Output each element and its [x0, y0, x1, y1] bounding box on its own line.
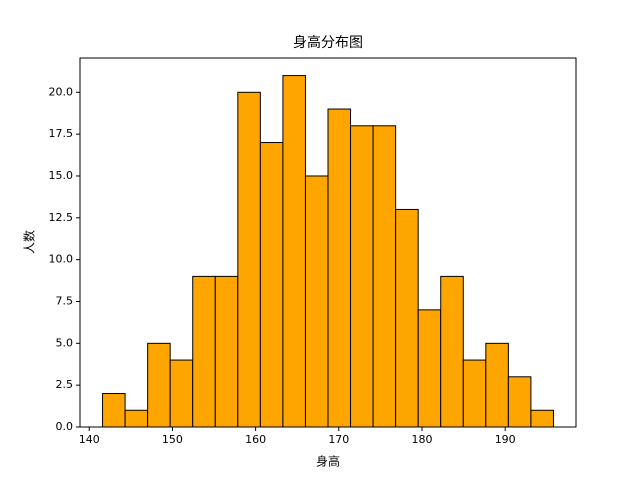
bar: [417, 309, 442, 428]
bar: [192, 275, 216, 428]
bar: [440, 275, 464, 428]
x-axis-label: 身高: [316, 454, 340, 469]
plot-frame: [79, 57, 577, 428]
x-tick-label: 150: [162, 433, 183, 446]
bar: [259, 142, 284, 428]
y-tick-label: 17.5: [49, 127, 74, 140]
bar: [507, 376, 532, 428]
bar: [462, 359, 487, 428]
bar: [102, 393, 126, 428]
bar: [124, 409, 149, 428]
x-tick-label: 170: [328, 433, 349, 446]
y-tick-label: 20.0: [49, 85, 74, 98]
bar: [237, 91, 261, 428]
bar: [485, 342, 509, 428]
bar: [169, 359, 194, 428]
bar: [530, 409, 554, 428]
y-tick-label: 12.5: [49, 211, 74, 224]
bar: [327, 108, 352, 428]
y-axis-label: 人数: [22, 230, 37, 254]
y-tick-label: 5.0: [56, 336, 74, 349]
bar: [304, 175, 329, 428]
x-tick-label: 140: [79, 433, 100, 446]
x-tick-label: 180: [412, 433, 433, 446]
bar: [282, 75, 306, 428]
y-tick-label: 2.5: [56, 378, 74, 391]
y-tick-label: 0.0: [56, 420, 74, 433]
x-tick-label: 190: [495, 433, 516, 446]
bar: [350, 125, 374, 428]
bar: [214, 275, 239, 428]
bar: [372, 125, 397, 428]
chart-title: 身高分布图: [293, 34, 363, 51]
bar: [395, 208, 419, 428]
y-tick-label: 10.0: [49, 253, 74, 266]
x-tick-label: 160: [245, 433, 266, 446]
y-tick-label: 7.5: [56, 294, 74, 307]
y-tick-label: 15.0: [49, 169, 74, 182]
bar: [147, 342, 171, 428]
